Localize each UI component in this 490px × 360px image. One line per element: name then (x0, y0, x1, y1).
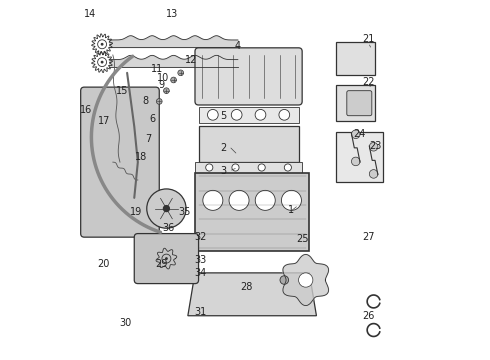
Circle shape (206, 164, 213, 171)
Text: 36: 36 (162, 223, 174, 233)
FancyBboxPatch shape (195, 162, 302, 173)
Circle shape (229, 190, 249, 210)
Text: 35: 35 (178, 207, 191, 217)
Text: 32: 32 (194, 232, 206, 242)
FancyBboxPatch shape (336, 42, 375, 75)
Text: 8: 8 (142, 96, 148, 107)
FancyBboxPatch shape (347, 91, 372, 116)
Circle shape (255, 109, 266, 120)
Text: 22: 22 (362, 77, 374, 87)
Circle shape (147, 189, 186, 228)
Circle shape (231, 109, 242, 120)
Circle shape (232, 164, 239, 171)
FancyBboxPatch shape (336, 85, 375, 121)
Text: 12: 12 (185, 55, 197, 65)
FancyBboxPatch shape (198, 126, 298, 162)
Text: 30: 30 (119, 318, 131, 328)
Text: 21: 21 (362, 34, 374, 44)
Circle shape (369, 143, 378, 151)
Circle shape (171, 77, 176, 83)
Circle shape (369, 170, 378, 178)
Text: 4: 4 (235, 41, 241, 51)
Text: 3: 3 (220, 166, 227, 176)
Circle shape (255, 190, 275, 210)
Polygon shape (188, 273, 317, 316)
Text: 7: 7 (146, 134, 152, 144)
Text: 34: 34 (194, 268, 206, 278)
Text: 19: 19 (130, 207, 142, 217)
Circle shape (203, 190, 223, 210)
Text: 17: 17 (98, 116, 110, 126)
Text: 14: 14 (83, 9, 96, 19)
FancyBboxPatch shape (195, 48, 302, 105)
Text: 20: 20 (98, 259, 110, 269)
Text: 13: 13 (166, 9, 178, 19)
Text: 5: 5 (220, 111, 227, 121)
Circle shape (164, 206, 170, 212)
Circle shape (101, 62, 103, 63)
Text: 29: 29 (155, 259, 167, 269)
Circle shape (166, 258, 167, 259)
Text: 9: 9 (158, 80, 164, 90)
Text: 1: 1 (289, 205, 294, 215)
Circle shape (164, 88, 169, 94)
FancyBboxPatch shape (336, 132, 383, 182)
Circle shape (101, 44, 103, 45)
FancyBboxPatch shape (81, 87, 159, 237)
Polygon shape (283, 255, 329, 306)
Circle shape (178, 70, 184, 76)
Text: 6: 6 (149, 114, 155, 124)
Circle shape (351, 130, 360, 139)
Text: 25: 25 (296, 234, 308, 244)
FancyBboxPatch shape (198, 107, 298, 123)
Text: 18: 18 (135, 152, 147, 162)
Text: 15: 15 (116, 86, 128, 96)
Text: 23: 23 (369, 141, 382, 151)
Text: 11: 11 (151, 64, 164, 74)
Text: 2: 2 (220, 143, 227, 153)
Circle shape (279, 109, 290, 120)
Text: 27: 27 (362, 232, 374, 242)
FancyBboxPatch shape (134, 234, 198, 284)
Text: 28: 28 (241, 282, 253, 292)
Text: 31: 31 (194, 307, 206, 317)
Circle shape (351, 157, 360, 166)
Text: 24: 24 (353, 129, 366, 139)
Circle shape (258, 164, 265, 171)
Circle shape (298, 273, 313, 287)
Circle shape (281, 190, 301, 210)
Text: 26: 26 (362, 311, 374, 321)
Circle shape (280, 276, 289, 284)
Text: 10: 10 (157, 73, 169, 83)
Circle shape (284, 164, 292, 171)
FancyBboxPatch shape (195, 173, 309, 251)
Circle shape (156, 99, 162, 104)
Circle shape (207, 109, 218, 120)
Text: 33: 33 (194, 255, 206, 265)
Text: 16: 16 (80, 105, 92, 115)
